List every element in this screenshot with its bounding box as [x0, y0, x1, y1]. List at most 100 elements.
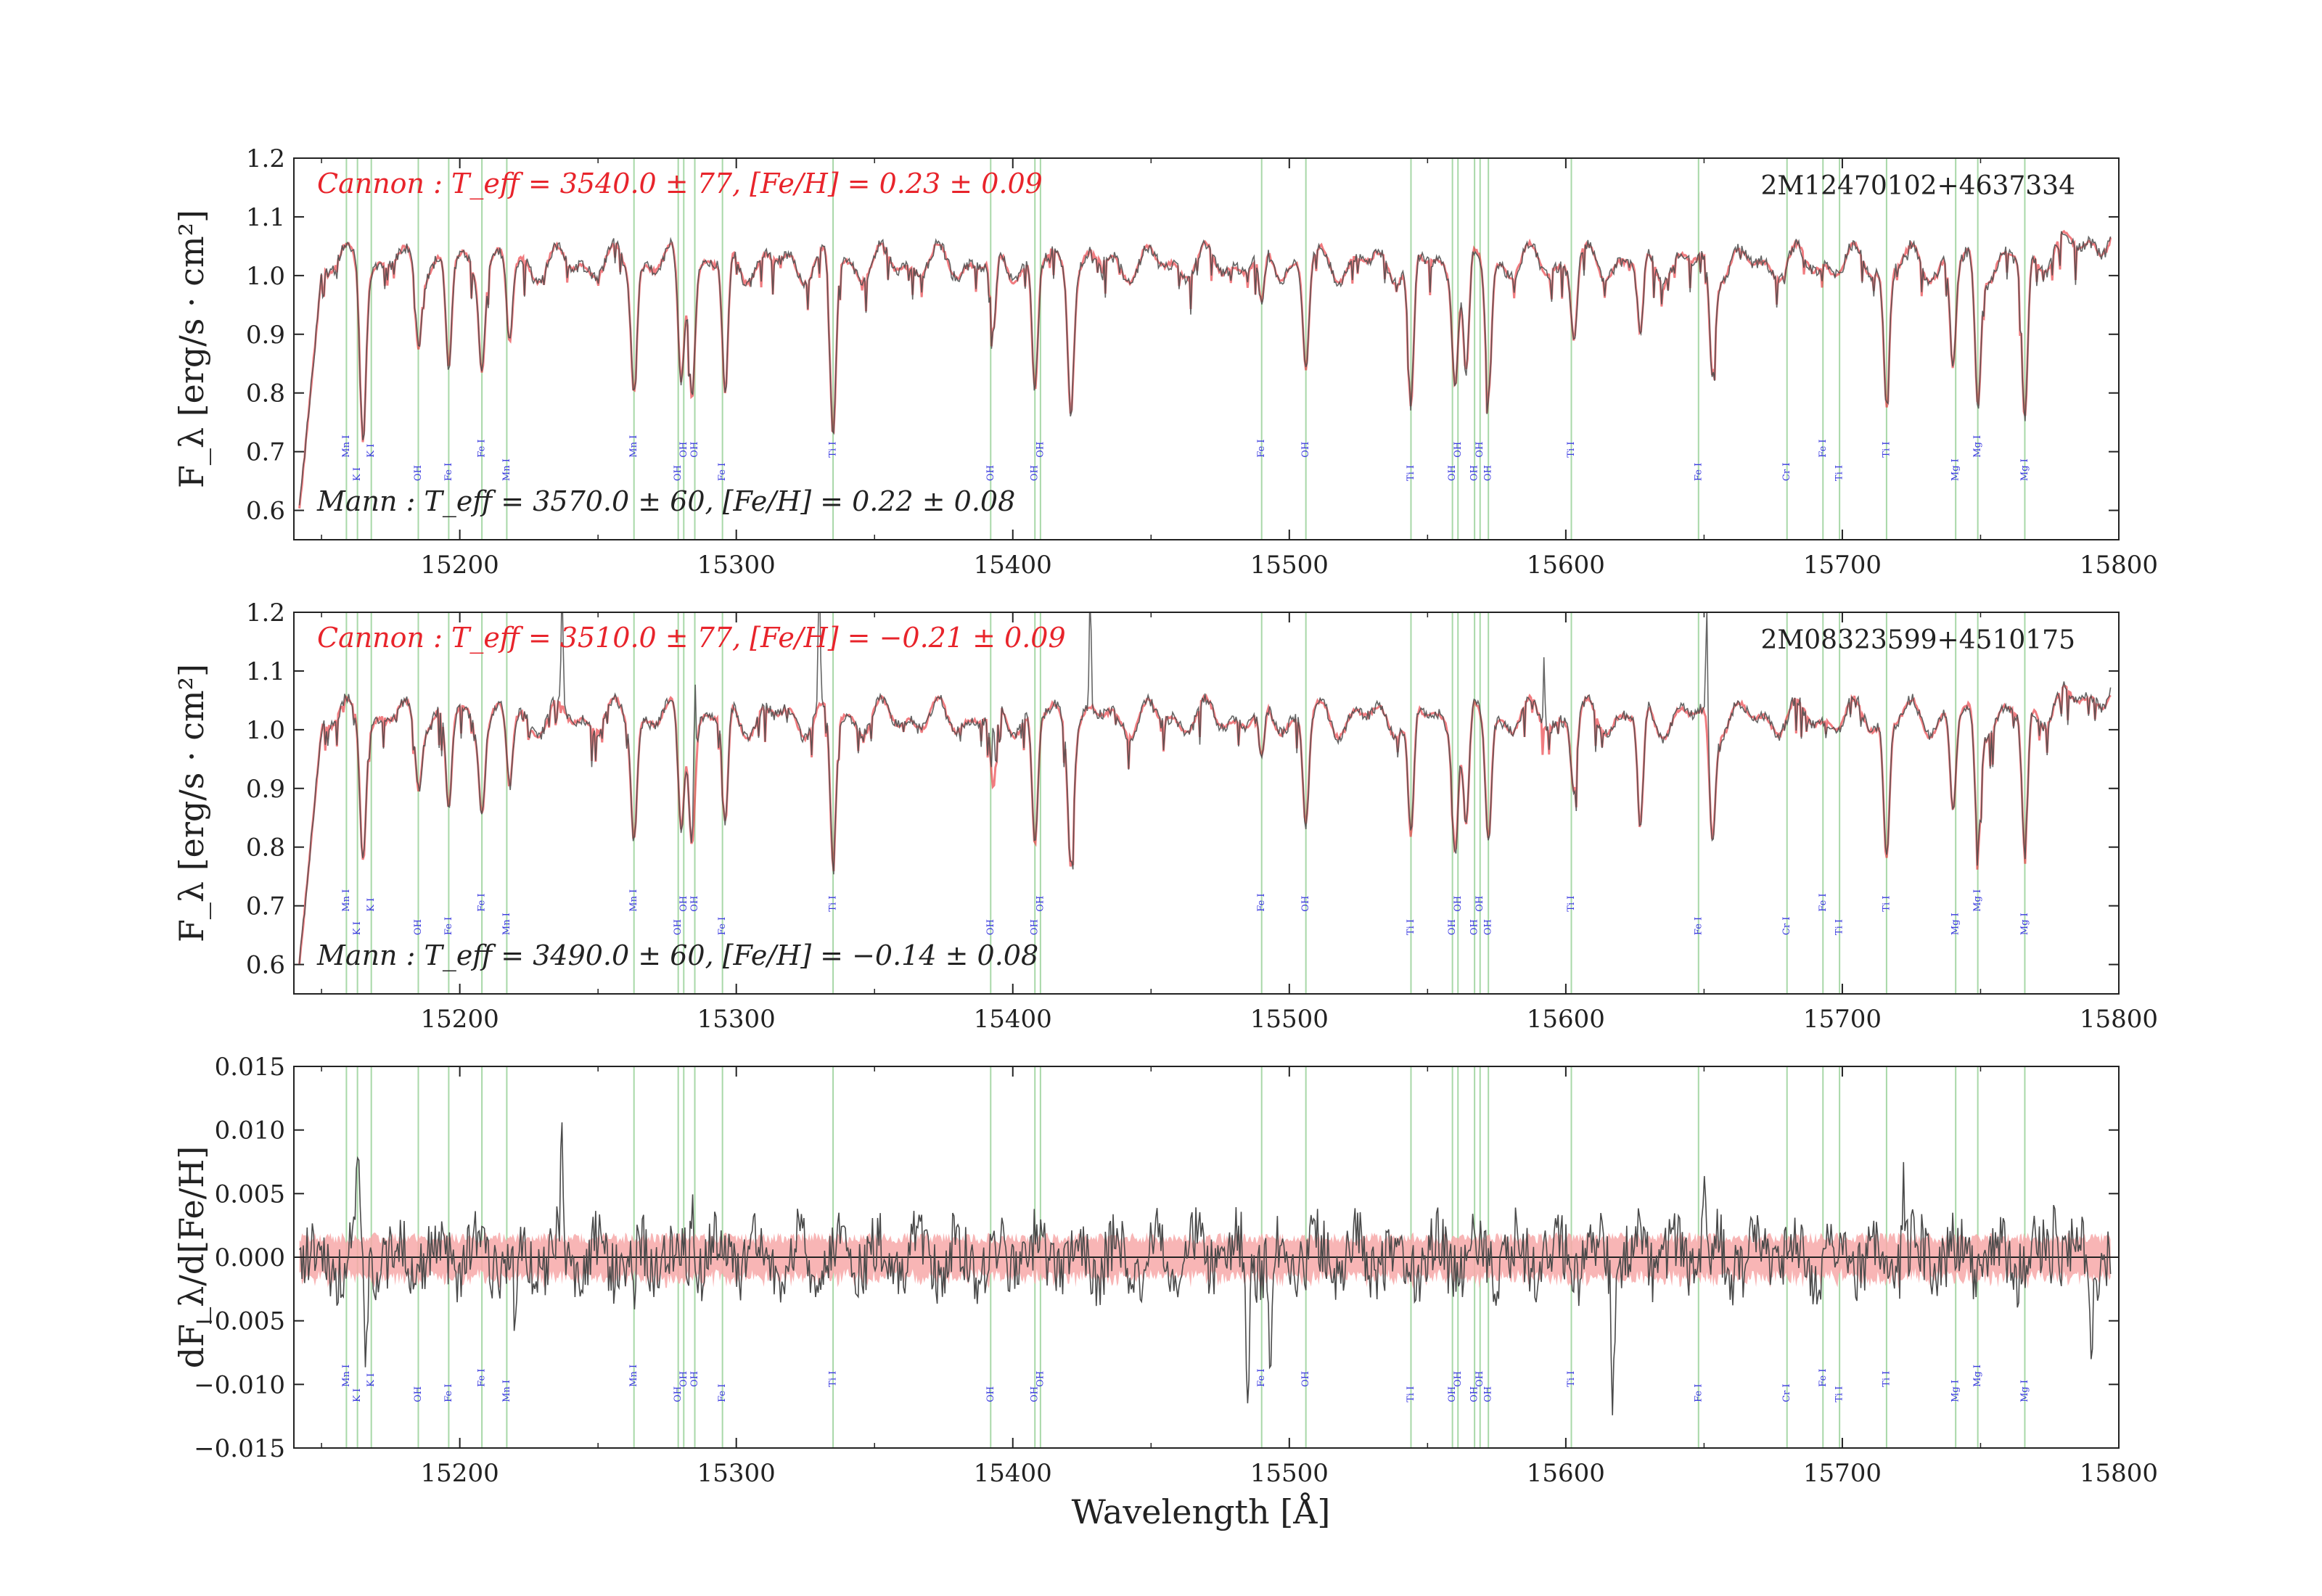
y-tick-label: 0.6 [246, 951, 285, 980]
y-tick-label: 0.015 [215, 1053, 285, 1082]
y-tick-label: −0.010 [194, 1370, 285, 1399]
line-marker-label-1-28: Ti I [1834, 919, 1845, 935]
line-marker-label-1-30: Mg I [1950, 913, 1961, 935]
line-marker-label-2-10: OH [689, 1371, 700, 1387]
spectrum-panel-middle: Mn IK IK IOH Fe IFe IMn IMn IOHOH OHFe ITi… [172, 562, 2158, 1034]
mann-annotation-top: Mann : T_eff = 3570.0 ± 60, [Fe/H] = 0.2… [316, 485, 1015, 518]
line-marker-label-0-6: Mn I [501, 458, 512, 481]
line-marker-label-1-0: Mn I [341, 889, 352, 912]
line-marker-label-1-8: OH [673, 919, 684, 935]
y-tick-label: 1.0 [246, 262, 285, 291]
x-tick-label: 15400 [974, 551, 1052, 580]
line-marker-label-0-18: Ti I [1406, 465, 1416, 481]
line-marker-label-2-32: Mg I [2019, 1380, 2030, 1402]
line-marker-label-0-25: Fe I [1693, 463, 1704, 481]
line-marker-label-0-10: OH [689, 442, 700, 458]
line-marker-label-1-2: K I [366, 898, 377, 912]
line-marker-label-1-24: Ti I [1566, 896, 1577, 912]
line-marker-label-0-9: OH [678, 442, 689, 458]
x-tick-label: 15200 [421, 1005, 499, 1034]
line-marker-label-2-6: Mn I [501, 1380, 512, 1402]
cannon-annotation-top: Cannon : T_eff = 3540.0 ± 77, [Fe/H] = 0… [317, 168, 1043, 200]
line-marker-label-1-20: OH [1453, 896, 1464, 912]
x-tick-label: 15700 [1803, 551, 1882, 580]
line-marker-label-0-1: K I [352, 467, 363, 481]
line-marker-label-1-17: OH [1300, 896, 1311, 912]
line-marker-label-0-14: OH [1030, 465, 1041, 481]
line-marker-label-0-29: Ti I [1881, 442, 1892, 458]
line-marker-label-0-30: Mg I [1950, 458, 1961, 481]
line-marker-label-0-28: Ti I [1834, 465, 1845, 481]
line-marker-label-1-9: OH [678, 896, 689, 912]
x-tick-label: 15800 [2080, 1005, 2158, 1034]
y-tick-label: 0.010 [215, 1116, 285, 1145]
line-marker-label-0-13: OH [985, 465, 996, 481]
line-marker-label-2-9: OH [678, 1371, 689, 1387]
x-tick-label: 15800 [2080, 551, 2158, 580]
line-marker-label-1-6: Mn I [501, 913, 512, 935]
line-marker-label-2-15: OH [1035, 1371, 1046, 1387]
line-marker-label-2-16: Fe I [1256, 1369, 1267, 1387]
mann-annotation-middle: Mann : T_eff = 3490.0 ± 60, [Fe/H] = −0.… [316, 939, 1038, 972]
line-marker-label-2-31: Mg I [1972, 1365, 1983, 1387]
y-tick-label: 1.1 [246, 657, 285, 686]
line-marker-label-0-11: Fe I [717, 463, 728, 481]
y-tick-label: 0.7 [246, 438, 285, 467]
y-tick-label: 1.1 [246, 203, 285, 232]
x-tick-label: 15700 [1803, 1459, 1882, 1488]
line-marker-label-0-4: Fe I [443, 463, 454, 481]
line-marker-label-2-2: K I [366, 1373, 377, 1387]
line-marker-label-2-24: Ti I [1566, 1371, 1577, 1387]
line-marker-label-2-25: Fe I [1693, 1384, 1704, 1402]
line-marker-label-0-3: OH [413, 465, 424, 481]
line-marker-label-0-31: Mg I [1972, 435, 1983, 458]
x-tick-label: 15600 [1527, 1459, 1605, 1488]
line-marker-label-2-1: K I [352, 1389, 363, 1402]
x-tick-label: 15400 [974, 1459, 1052, 1488]
line-marker-label-1-23: OH [1483, 919, 1494, 935]
line-marker-label-0-20: OH [1453, 442, 1464, 458]
line-marker-label-0-26: Cr I [1781, 463, 1792, 481]
x-tick-label: 15600 [1527, 1005, 1605, 1034]
y-tick-label: 0.7 [246, 892, 285, 921]
line-marker-label-2-4: Fe I [443, 1384, 454, 1402]
line-marker-label-2-17: OH [1300, 1371, 1311, 1387]
x-tick-label: 15500 [1250, 1459, 1329, 1488]
x-tick-label: 15500 [1250, 1005, 1329, 1034]
x-tick-label: 15300 [697, 1459, 776, 1488]
line-marker-label-2-21: OH [1469, 1386, 1480, 1402]
x-tick-label: 15800 [2080, 1459, 2158, 1488]
y-tick-label: 0.9 [246, 775, 285, 804]
line-marker-label-1-15: OH [1035, 896, 1046, 912]
line-marker-label-1-22: OH [1474, 896, 1485, 912]
x-tick-label: 15700 [1803, 1005, 1882, 1034]
line-marker-label-2-23: OH [1483, 1386, 1494, 1402]
line-marker-label-2-30: Mg I [1950, 1380, 1961, 1402]
line-marker-label-1-31: Mg I [1972, 889, 1983, 912]
line-marker-label-2-5: Fe I [477, 1369, 488, 1387]
line-marker-label-1-16: Fe I [1256, 893, 1267, 911]
line-marker-label-1-21: OH [1469, 919, 1480, 935]
line-marker-label-0-0: Mn I [341, 435, 352, 458]
y-tick-label: 0.9 [246, 321, 285, 350]
x-tick-label: 15200 [421, 1459, 499, 1488]
line-marker-label-0-27: Fe I [1818, 439, 1829, 457]
x-tick-label: 15500 [1250, 551, 1329, 580]
line-marker-label-1-10: OH [689, 896, 700, 912]
line-marker-label-2-11: Fe I [717, 1384, 728, 1402]
line-marker-label-1-7: Mn I [628, 889, 639, 912]
line-marker-label-1-29: Ti I [1881, 896, 1892, 912]
y-tick-label: −0.015 [194, 1434, 285, 1463]
line-marker-label-0-17: OH [1300, 442, 1311, 458]
line-marker-label-0-15: OH [1035, 442, 1046, 458]
cannon-annotation-middle: Cannon : T_eff = 3510.0 ± 77, [Fe/H] = −… [317, 622, 1066, 654]
xlabel: Wavelength [Å] [1072, 1492, 1331, 1531]
x-tick-label: 15300 [697, 1005, 776, 1034]
line-marker-label-1-4: Fe I [443, 917, 454, 935]
line-marker-label-2-8: OH [673, 1386, 684, 1402]
y-tick-label: 1.0 [246, 716, 285, 745]
line-marker-label-1-18: Ti I [1406, 919, 1416, 935]
line-marker-label-0-32: Mg I [2019, 458, 2030, 481]
line-marker-label-1-12: Ti I [828, 896, 839, 912]
